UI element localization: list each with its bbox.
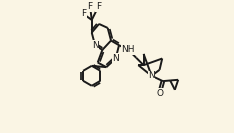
Text: N: N [92, 41, 99, 50]
Text: F: F [88, 2, 93, 11]
Text: F: F [96, 2, 101, 11]
Text: NH: NH [121, 45, 135, 54]
Text: F: F [81, 9, 86, 18]
Text: N: N [148, 71, 155, 80]
Text: O: O [156, 89, 163, 98]
Text: N: N [112, 54, 119, 63]
